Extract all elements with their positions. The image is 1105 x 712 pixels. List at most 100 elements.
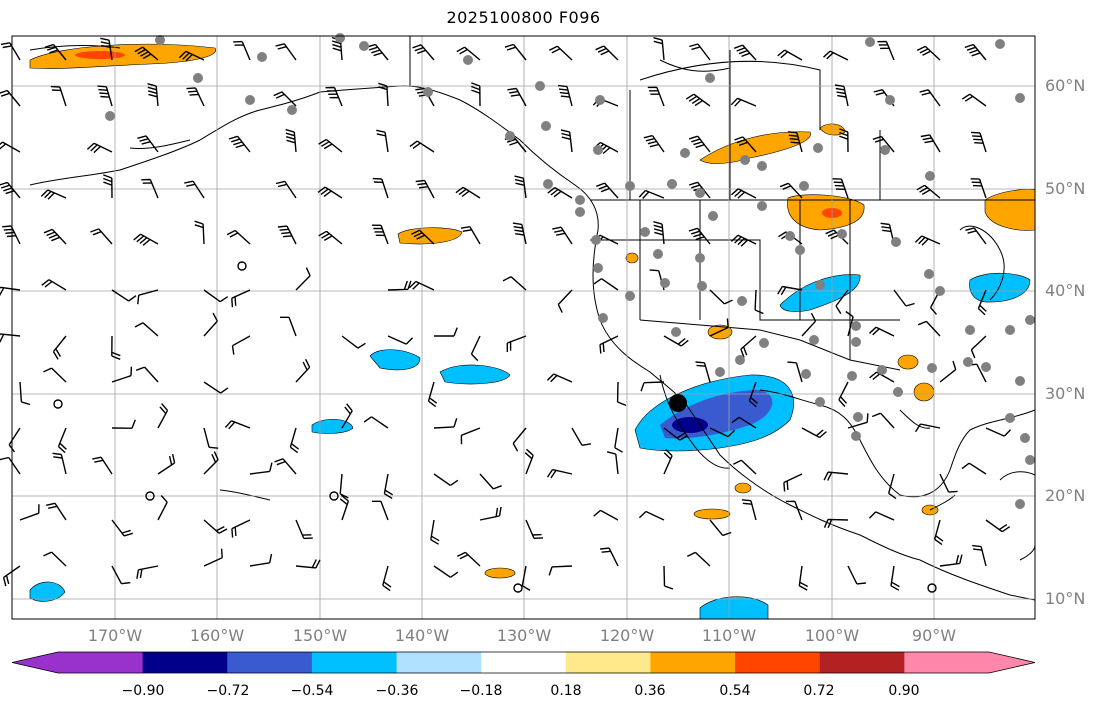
wind-barb	[434, 327, 458, 337]
colorbar	[11, 651, 1036, 674]
wind-barb	[847, 413, 869, 429]
wind-barb	[785, 500, 803, 521]
wind-barb	[363, 416, 389, 429]
wind-barb	[839, 128, 849, 153]
wind-barb	[600, 547, 619, 567]
wind-barb	[52, 452, 67, 475]
colorbar-segment	[904, 652, 990, 673]
station-dot	[851, 337, 861, 347]
colorbar-extend-high	[989, 652, 1035, 673]
wind-barb	[44, 43, 67, 61]
station-dot	[591, 235, 601, 245]
wind-barb	[43, 228, 67, 245]
wind-barb	[280, 316, 297, 337]
station-dot	[927, 363, 937, 373]
wind-barb	[877, 40, 895, 61]
wind-barb	[547, 187, 573, 199]
lon-label-110: 110°W	[701, 626, 757, 645]
wind-barb	[638, 510, 665, 521]
wind-barb	[871, 412, 895, 429]
lon-label-90: 90°W	[911, 626, 957, 645]
wind-barb	[507, 87, 527, 107]
wind-barb	[919, 89, 941, 107]
wind-barb	[524, 448, 534, 475]
wind-barb	[596, 182, 619, 199]
wind-barb	[52, 335, 67, 360]
wind-barb	[614, 427, 623, 453]
station-dot	[815, 280, 825, 290]
wind-barb	[133, 233, 159, 246]
colorbar-tick-label: 0.36	[634, 683, 666, 699]
wind-barb	[506, 335, 527, 352]
station-dot	[335, 33, 345, 43]
wind-barb	[663, 335, 689, 347]
wind-barb	[111, 519, 134, 537]
wind-barb	[274, 458, 297, 475]
lat-label-40: 40°N	[1045, 281, 1086, 300]
station-dot	[851, 321, 861, 331]
wind-barb	[275, 180, 297, 199]
wind-barb	[801, 312, 817, 337]
wind-barb	[695, 361, 711, 383]
wind-barb	[339, 473, 349, 499]
station-dot	[105, 111, 115, 121]
wind-barb	[595, 45, 619, 61]
wind-barb	[546, 468, 573, 479]
station-dot	[837, 229, 847, 239]
station-dot	[853, 412, 863, 422]
station-dot	[680, 148, 690, 158]
wind-barb	[184, 180, 205, 199]
wind-barb	[295, 559, 321, 569]
wind-barb	[2, 225, 21, 245]
wind-barb	[961, 462, 987, 475]
wind-barb	[709, 289, 733, 305]
station-dot	[1005, 413, 1015, 423]
wind-barb	[376, 129, 389, 153]
colorbar-segment	[735, 652, 821, 673]
station-dot	[535, 81, 545, 91]
wind-barb	[663, 565, 674, 590]
wind-barb	[135, 366, 159, 383]
wind-barb	[203, 451, 219, 475]
wind-barb	[734, 136, 757, 153]
wind-barb	[917, 320, 941, 337]
wind-barb	[653, 37, 665, 61]
station-dot	[735, 355, 745, 365]
wind-barb	[663, 448, 673, 475]
wind-barb	[111, 366, 133, 383]
wind-barb	[779, 182, 803, 199]
station-dot	[359, 41, 369, 51]
wind-barb	[147, 83, 159, 107]
wind-barb	[0, 141, 21, 153]
wind-barb	[178, 50, 205, 62]
station-dot	[865, 37, 875, 47]
wind-barb	[593, 278, 619, 291]
wind-barb	[226, 229, 251, 245]
wind-barb	[689, 43, 711, 61]
station-dot	[757, 201, 767, 211]
station-dot	[667, 179, 677, 189]
wind-barb	[111, 335, 121, 360]
wind-barb	[194, 220, 205, 245]
wind-barb	[985, 519, 1011, 533]
wind-barb	[157, 495, 168, 521]
station-dot	[963, 357, 973, 367]
station-dot	[660, 278, 670, 288]
wind-barb	[43, 367, 67, 383]
station-dot	[740, 155, 750, 165]
wind-barb	[798, 565, 809, 591]
wind-barb	[970, 131, 987, 153]
station-dot	[625, 291, 635, 301]
wind-barb	[383, 473, 394, 499]
wind-barb	[203, 519, 228, 534]
wind-barb	[783, 473, 803, 492]
station-dot	[463, 55, 473, 65]
wind-barb	[157, 453, 176, 475]
wind-barb	[939, 360, 957, 383]
station-dot	[1025, 455, 1035, 465]
station-dot	[193, 73, 203, 83]
wind-barb	[888, 473, 897, 500]
wind-barb	[233, 40, 251, 61]
wind-barb	[371, 500, 389, 521]
